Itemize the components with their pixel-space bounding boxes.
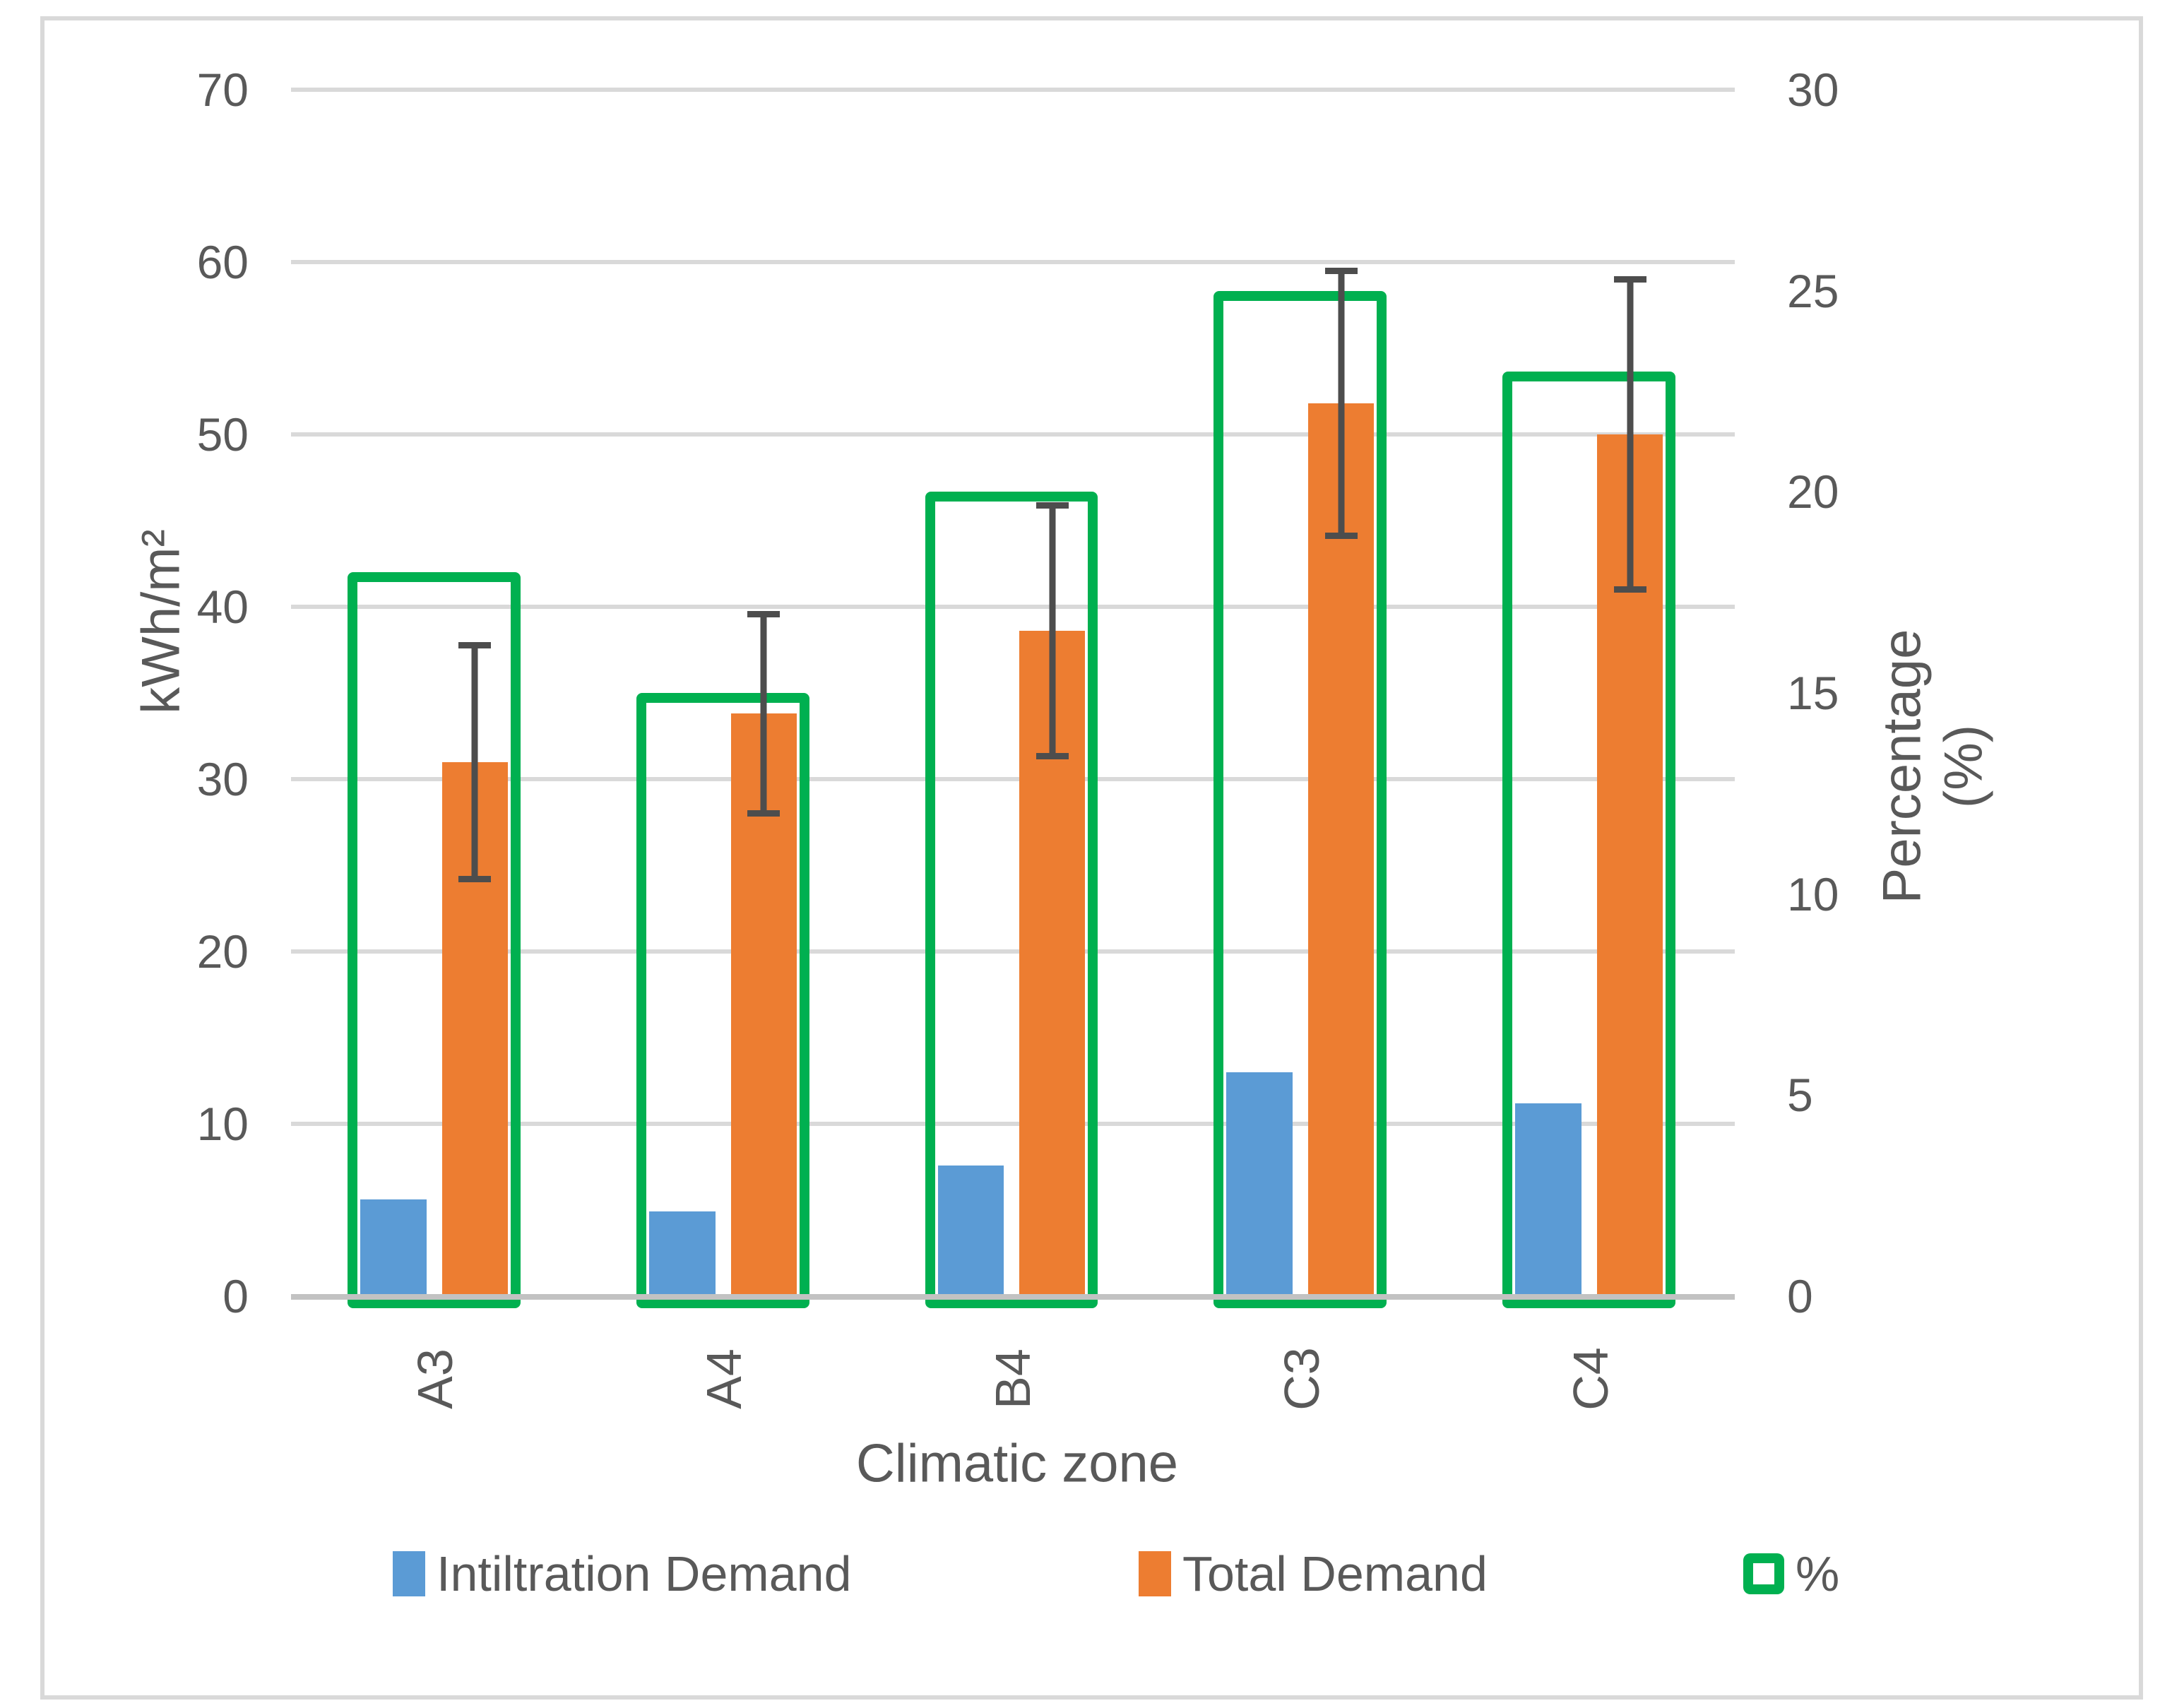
right-axis-tick-30: 30 — [1787, 64, 1839, 116]
legend-item-infiltration-demand: Intiltration Demand — [393, 1544, 852, 1603]
plot-area — [291, 88, 1735, 1308]
x-axis-title: Climatic zone — [855, 1433, 1179, 1494]
error-bar-part — [747, 610, 781, 617]
x-category-label-a3: A3 — [408, 1348, 463, 1409]
right-axis-title-line1: Percentage — [1872, 629, 1933, 904]
error-bar-part — [458, 875, 492, 882]
left-axis-title: kWh/m² — [131, 529, 191, 714]
error-bar-part — [1338, 271, 1345, 536]
bar-infiltration-demand-a3 — [360, 1199, 427, 1296]
left-axis-tick-30: 30 — [196, 753, 249, 805]
right-axis-tick-25: 25 — [1787, 264, 1839, 317]
right-axis-title-line2: (%) — [1934, 724, 1994, 809]
error-bar-part — [1036, 502, 1069, 509]
error-bar-total-demand-c4 — [1613, 276, 1646, 593]
right-axis-title: Percentage (%) — [1872, 519, 1995, 1014]
error-bar-part — [1324, 268, 1358, 275]
x-axis-line — [291, 1294, 1735, 1300]
gridline-50 — [291, 432, 1735, 437]
legend-item-total-demand: Total Demand — [1139, 1544, 1488, 1603]
legend-item-percent: % — [1743, 1544, 1839, 1603]
left-axis-tick-40: 40 — [196, 581, 249, 633]
gridline-70 — [291, 88, 1735, 92]
error-bar-part — [1036, 753, 1069, 760]
legend-label-percent: % — [1796, 1546, 1840, 1601]
pct-box-c4 — [1502, 371, 1676, 1308]
error-bar-part — [1324, 532, 1358, 539]
left-axis-tick-60: 60 — [196, 236, 249, 288]
legend-swatch-orange-square — [1139, 1551, 1171, 1596]
error-bar-part — [747, 809, 781, 817]
pct-box-a4 — [636, 693, 809, 1308]
error-bar-total-demand-c3 — [1324, 268, 1358, 539]
x-category-label-c3: C3 — [1274, 1347, 1329, 1411]
error-bar-total-demand-a4 — [747, 610, 781, 817]
bar-infiltration-demand-c3 — [1226, 1072, 1293, 1296]
right-axis-tick-10: 10 — [1787, 867, 1839, 920]
bar-infiltration-demand-c4 — [1515, 1103, 1582, 1296]
error-bar-part — [1613, 276, 1646, 283]
gridline-10 — [291, 1122, 1735, 1126]
bar-infiltration-demand-a4 — [648, 1211, 716, 1296]
error-bar-part — [1627, 279, 1634, 590]
right-axis-tick-5: 5 — [1787, 1069, 1813, 1122]
error-bar-total-demand-a3 — [458, 641, 492, 882]
right-axis-tick-15: 15 — [1787, 667, 1839, 719]
left-axis-tick-50: 50 — [196, 408, 249, 461]
bar-infiltration-demand-b4 — [937, 1165, 1004, 1296]
pct-box-b4 — [925, 492, 1098, 1308]
left-axis-tick-0: 0 — [222, 1270, 249, 1322]
legend-label-infiltration-demand: Intiltration Demand — [437, 1546, 852, 1601]
gridline-40 — [291, 605, 1735, 609]
pct-box-a3 — [347, 572, 521, 1308]
x-category-label-c4: C4 — [1562, 1347, 1618, 1411]
gridline-30 — [291, 777, 1735, 781]
pct-box-c3 — [1213, 290, 1387, 1308]
error-bar-part — [1049, 505, 1056, 757]
gridline-20 — [291, 949, 1735, 954]
legend-label-total-demand: Total Demand — [1182, 1546, 1488, 1601]
legend-swatch-blue-square — [393, 1551, 425, 1596]
error-bar-part — [1613, 586, 1646, 593]
right-axis-tick-20: 20 — [1787, 465, 1839, 518]
error-bar-part — [458, 641, 492, 648]
left-axis-tick-10: 10 — [196, 1098, 249, 1150]
left-axis-tick-70: 70 — [196, 64, 249, 116]
gridline-60 — [291, 260, 1735, 264]
x-category-label-a4: A4 — [696, 1348, 752, 1409]
bar-total-demand-c3 — [1308, 403, 1375, 1296]
error-bar-total-demand-b4 — [1036, 502, 1069, 760]
x-category-label-b4: B4 — [985, 1348, 1040, 1409]
legend-swatch-green-outline-square — [1743, 1553, 1784, 1594]
error-bar-part — [471, 644, 478, 879]
right-axis-tick-0: 0 — [1787, 1270, 1813, 1322]
left-axis-tick-20: 20 — [196, 925, 249, 978]
error-bar-part — [760, 613, 767, 814]
